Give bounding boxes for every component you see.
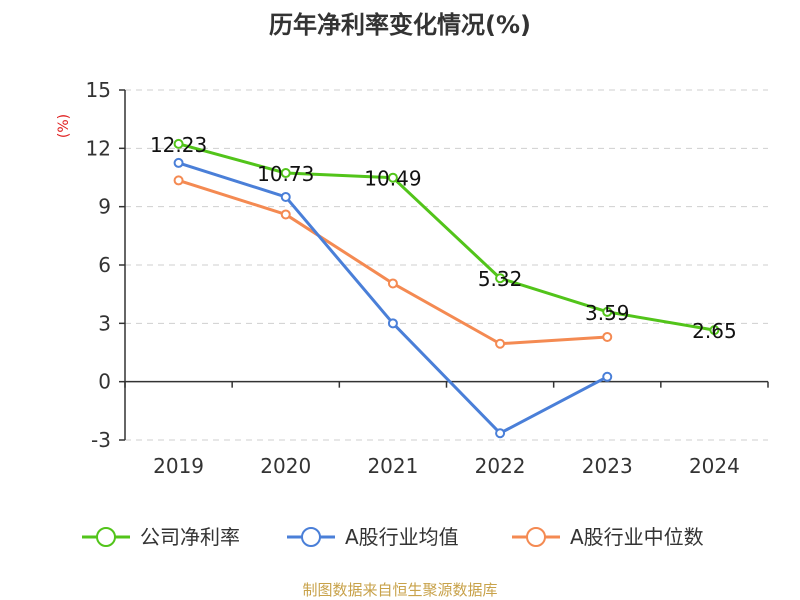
data-point [602, 371, 613, 382]
legend-label: A股行业中位数 [570, 525, 704, 549]
source-note: 制图数据来自恒生聚源数据库 [302, 581, 497, 599]
data-point [280, 168, 291, 179]
legend-item[interactable]: 公司净利率 [82, 525, 240, 549]
data-point [495, 338, 506, 349]
data-label: 5.32 [478, 267, 523, 291]
data-point [280, 209, 291, 220]
legend-marker [526, 527, 546, 547]
data-point [495, 428, 506, 439]
y-tick-label: 3 [98, 311, 111, 335]
series-line [178, 161, 608, 435]
data-point [709, 325, 720, 336]
axes: 15 12 9 6 3 0 -3 2019 2020 2021 2022 2023 2024 [86, 78, 769, 478]
y-tick-label: -3 [91, 428, 111, 452]
legend-marker [96, 527, 116, 547]
data-point [602, 331, 613, 342]
data-point [173, 138, 184, 149]
data-point [173, 175, 184, 186]
data-label: 10.73 [257, 162, 314, 186]
series-line [178, 142, 715, 332]
data-point [173, 157, 184, 168]
x-tick-label: 2020 [260, 454, 311, 478]
x-tick-label: 2022 [475, 454, 526, 478]
data-point [387, 172, 398, 183]
legend: 公司净利率 A股行业均值 A股行业中位数 [82, 525, 704, 549]
data-point [387, 278, 398, 289]
data-point [280, 191, 291, 202]
y-tick-label: 9 [98, 195, 111, 219]
y-tick-label: 0 [98, 370, 111, 394]
y-axis-label: (%) [56, 114, 72, 138]
chart-title: 历年净利率变化情况(%) [269, 11, 531, 39]
grid [125, 89, 768, 441]
plot-area [173, 138, 720, 439]
x-tick-label: 2021 [367, 454, 418, 478]
legend-item[interactable]: A股行业均值 [287, 525, 459, 549]
data-point [495, 273, 506, 284]
x-tick-label: 2024 [689, 454, 740, 478]
data-label: 12.23 [150, 133, 207, 157]
data-label: 3.59 [585, 301, 630, 325]
x-tick-label: 2023 [582, 454, 633, 478]
legend-marker [301, 527, 321, 547]
y-tick-label: 12 [86, 136, 111, 160]
y-tick-label: 6 [98, 253, 111, 277]
data-point [387, 318, 398, 329]
y-tick-label: 15 [86, 78, 111, 102]
data-label: 2.65 [692, 319, 737, 343]
legend-label: A股行业均值 [345, 525, 459, 549]
x-tick-label: 2019 [153, 454, 204, 478]
data-point [602, 306, 613, 317]
legend-item[interactable]: A股行业中位数 [512, 525, 704, 549]
legend-label: 公司净利率 [140, 525, 240, 549]
data-labels: 12.23 10.73 10.49 5.32 3.59 2.65 [150, 133, 737, 343]
data-label: 10.49 [364, 167, 421, 191]
